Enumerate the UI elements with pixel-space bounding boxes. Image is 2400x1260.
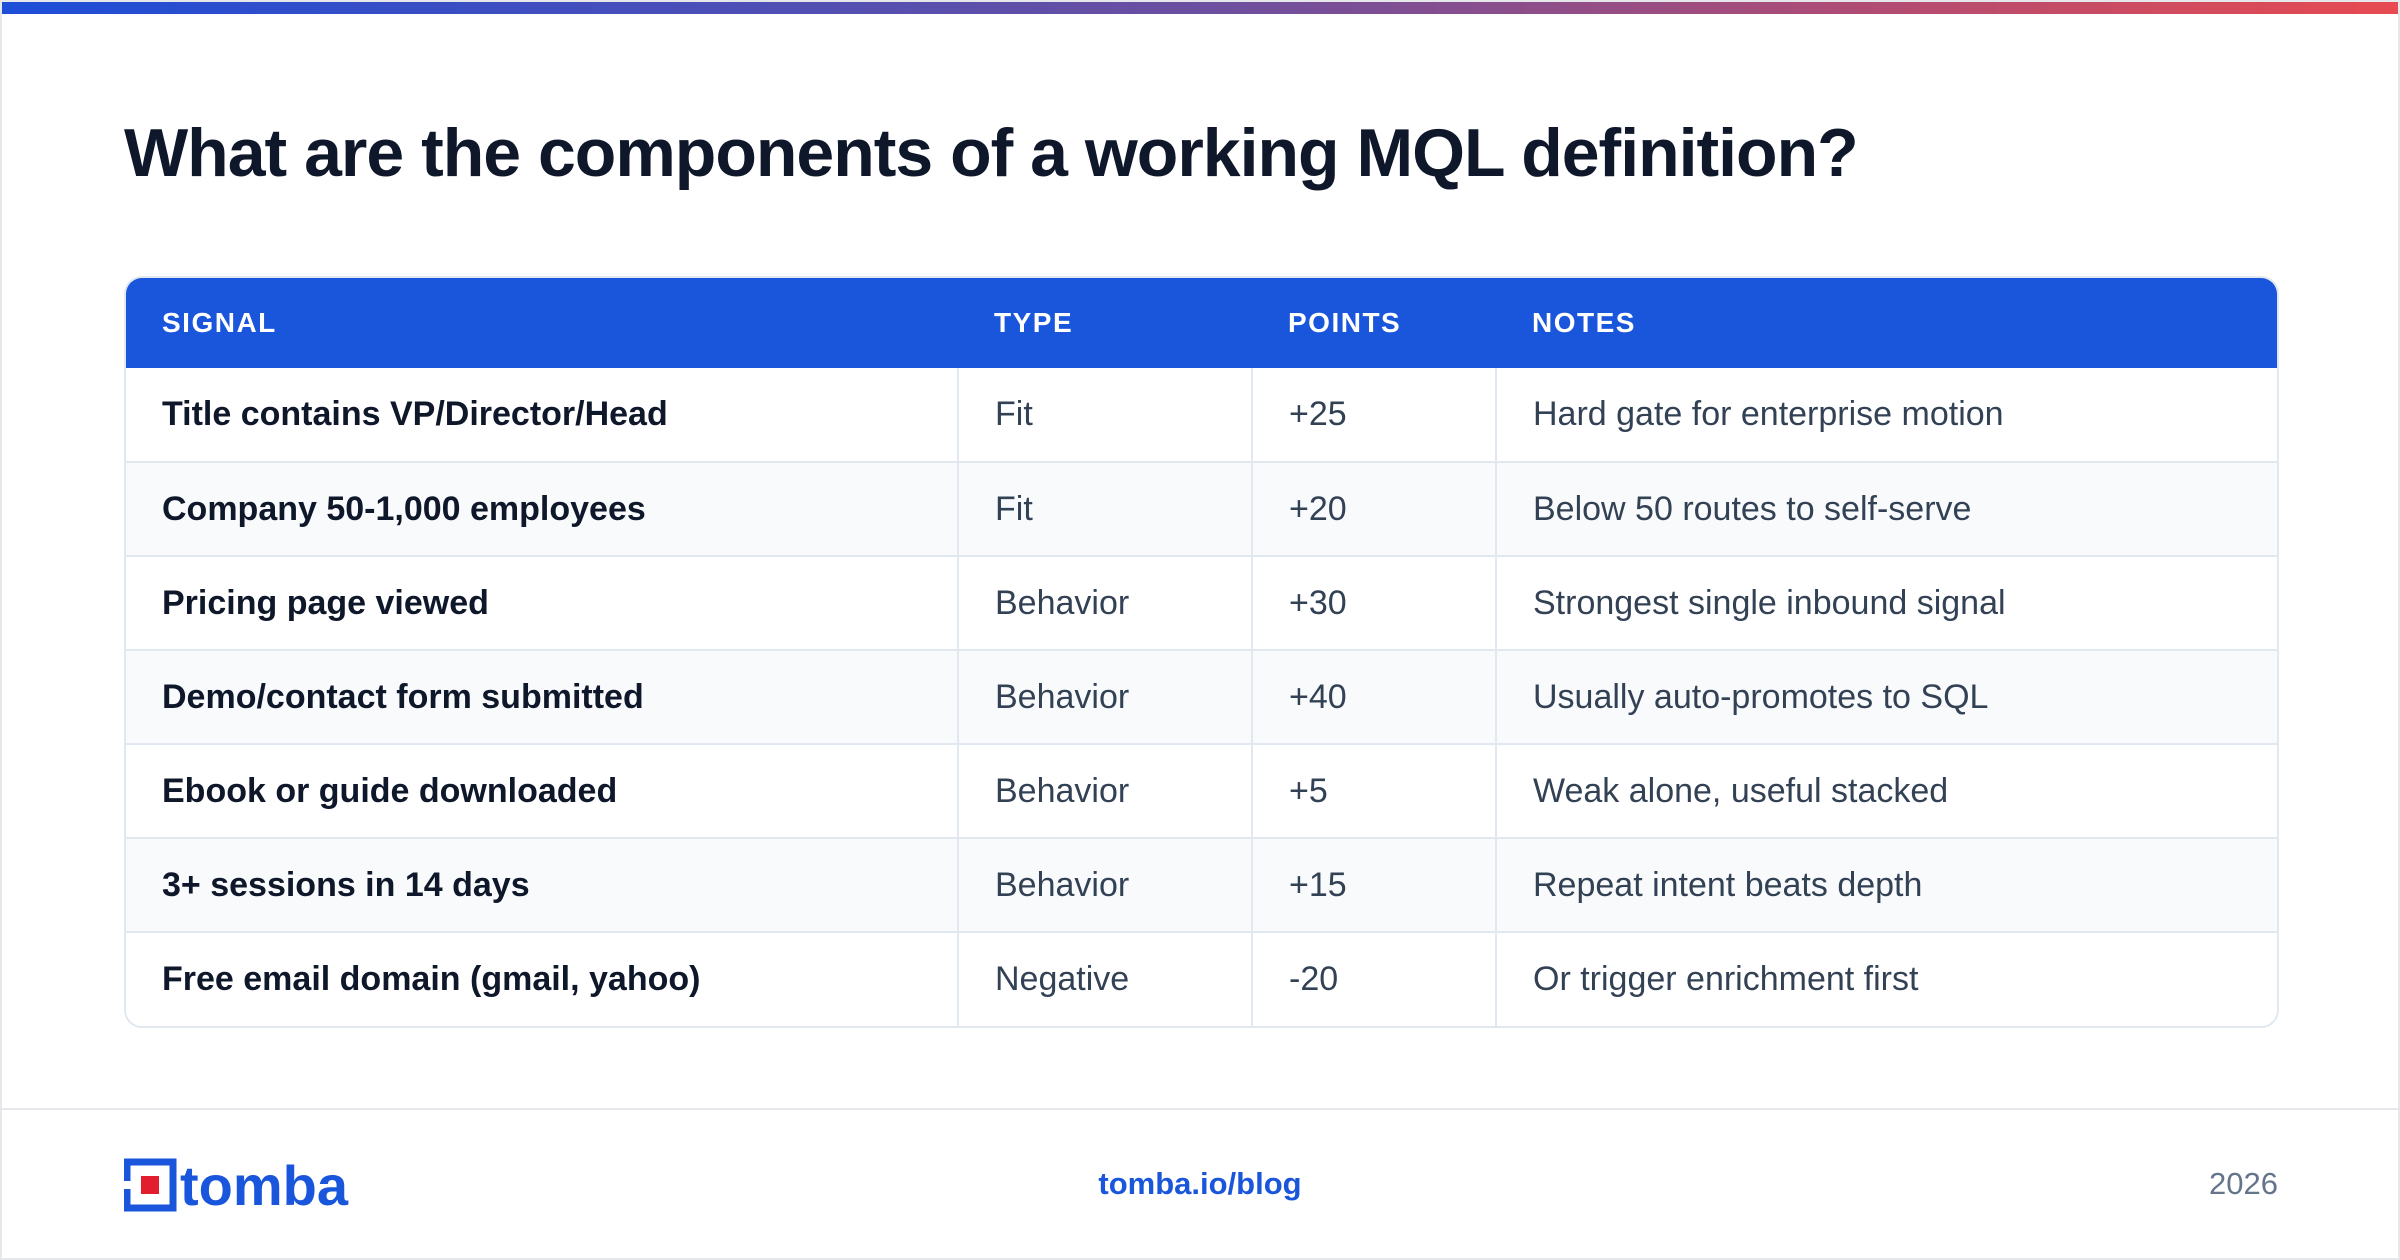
- page-title: What are the components of a working MQL…: [124, 115, 1859, 191]
- cell-type: Behavior: [957, 649, 1252, 744]
- cell-signal: Free email domain (gmail, yahoo): [126, 931, 958, 1026]
- cell-type: Fit: [957, 461, 1252, 556]
- table-row: Title contains VP/Director/Head Fit +25 …: [126, 368, 2277, 462]
- footer-divider: [2, 1108, 2398, 1110]
- cell-notes: Weak alone, useful stacked: [1495, 743, 2277, 838]
- cell-points: +40: [1251, 649, 1496, 744]
- cell-signal: Title contains VP/Director/Head: [162, 395, 668, 433]
- cell-notes: Below 50 routes to self-serve: [1495, 461, 2277, 556]
- cell-points: +20: [1251, 461, 1496, 556]
- cell-signal: Company 50-1,000 employees: [126, 461, 958, 556]
- cell-signal: Ebook or guide downloaded: [126, 743, 958, 838]
- header-signal: SIGNAL: [162, 307, 277, 338]
- cell-type: Negative: [957, 931, 1252, 1026]
- table-row: Free email domain (gmail, yahoo) Negativ…: [126, 931, 2277, 1026]
- cell-type: Behavior: [957, 555, 1252, 650]
- cell-type: Behavior: [957, 837, 1252, 932]
- blog-link[interactable]: tomba.io/blog: [1098, 1166, 1302, 1201]
- header-notes: NOTES: [1532, 307, 1636, 338]
- cell-notes: Usually auto-promotes to SQL: [1495, 649, 2277, 744]
- header-points: POINTS: [1288, 307, 1402, 338]
- cell-notes: Or trigger enrichment first: [1495, 931, 2277, 1026]
- cell-signal: Demo/contact form submitted: [126, 649, 958, 744]
- cell-type: Behavior: [957, 743, 1252, 838]
- footer-year: 2026: [2209, 1166, 2278, 1201]
- cell-type: Fit: [957, 368, 1252, 462]
- cell-signal: 3+ sessions in 14 days: [126, 837, 958, 932]
- cell-notes: Hard gate for enterprise motion: [1495, 368, 2277, 462]
- cell-notes: Repeat intent beats depth: [1495, 837, 2277, 932]
- table-header-row: SIGNAL TYPE POINTS NOTES: [126, 278, 2277, 368]
- cell-points: +5: [1251, 743, 1496, 838]
- cell-signal: Pricing page viewed: [126, 555, 958, 650]
- cell-points: +30: [1251, 555, 1496, 650]
- mql-components-table: SIGNAL TYPE POINTS NOTES Title contains …: [124, 276, 2279, 1028]
- logo-wordmark: tomba: [180, 1157, 349, 1213]
- tomba-logo[interactable]: tomba: [124, 1157, 382, 1213]
- header-type: TYPE: [994, 307, 1074, 338]
- gradient-top-bar: [2, 2, 2398, 14]
- table-row: Pricing page viewed Behavior +30 Stronge…: [126, 555, 2277, 650]
- table-row: Demo/contact form submitted Behavior +40…: [126, 649, 2277, 744]
- table-row: Company 50-1,000 employees Fit +20 Below…: [126, 461, 2277, 556]
- table-row: 3+ sessions in 14 days Behavior +15 Repe…: [126, 837, 2277, 932]
- table-row: Ebook or guide downloaded Behavior +5 We…: [126, 743, 2277, 838]
- cell-notes: Strongest single inbound signal: [1495, 555, 2277, 650]
- cell-points: -20: [1251, 931, 1496, 1026]
- cell-points: +25: [1251, 368, 1496, 462]
- cell-points: +15: [1251, 837, 1496, 932]
- tomba-logo-icon: tomba: [124, 1157, 349, 1213]
